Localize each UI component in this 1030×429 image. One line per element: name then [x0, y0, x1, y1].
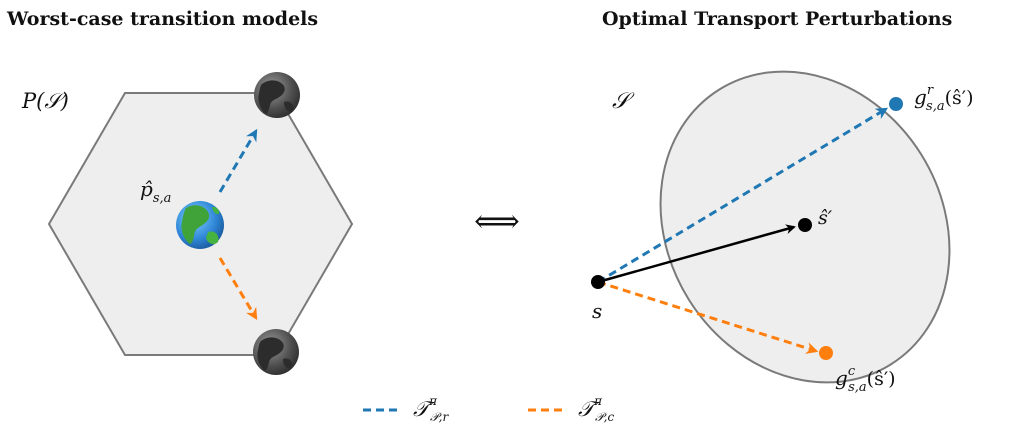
legend-reward-label: 𝒯π 𝒫,r	[413, 394, 449, 424]
nominal-model-label: p̂s,a	[140, 177, 171, 206]
state-space-label: 𝒮	[612, 89, 635, 114]
earth-globe-color-icon	[176, 201, 224, 249]
cost-perturbed-point	[819, 346, 833, 360]
equivalence-symbol: ⟺	[474, 202, 520, 240]
nominal-next-state-arrow	[597, 224, 796, 284]
reward-perturbed-point	[889, 97, 903, 111]
legend: 𝒯π 𝒫,r 𝒯π 𝒫,c	[363, 394, 614, 424]
origin-state-label: s	[592, 299, 602, 323]
cost-perturbed-label: gc s,a(ŝ′)	[835, 364, 896, 395]
left-panel-title: Worst-case transition models	[6, 8, 318, 30]
right-panel-title: Optimal Transport Perturbations	[602, 8, 952, 30]
legend-cost-label: 𝒯π 𝒫,c	[578, 394, 614, 424]
reward-perturbation-arrow	[597, 107, 889, 284]
cost-worst-case-arrow	[218, 257, 258, 321]
reward-perturbed-label: gr s,a(ŝ′)	[914, 83, 973, 114]
reward-worst-case-arrow	[218, 128, 258, 193]
earth-globe-gray-icon	[254, 72, 300, 118]
next-state-label: ŝ′	[818, 207, 833, 229]
probability-set-label: P(𝒮)	[21, 89, 69, 113]
earth-globe-gray-icon	[253, 329, 299, 375]
next-state-point	[798, 218, 812, 232]
origin-state-point	[591, 275, 605, 289]
